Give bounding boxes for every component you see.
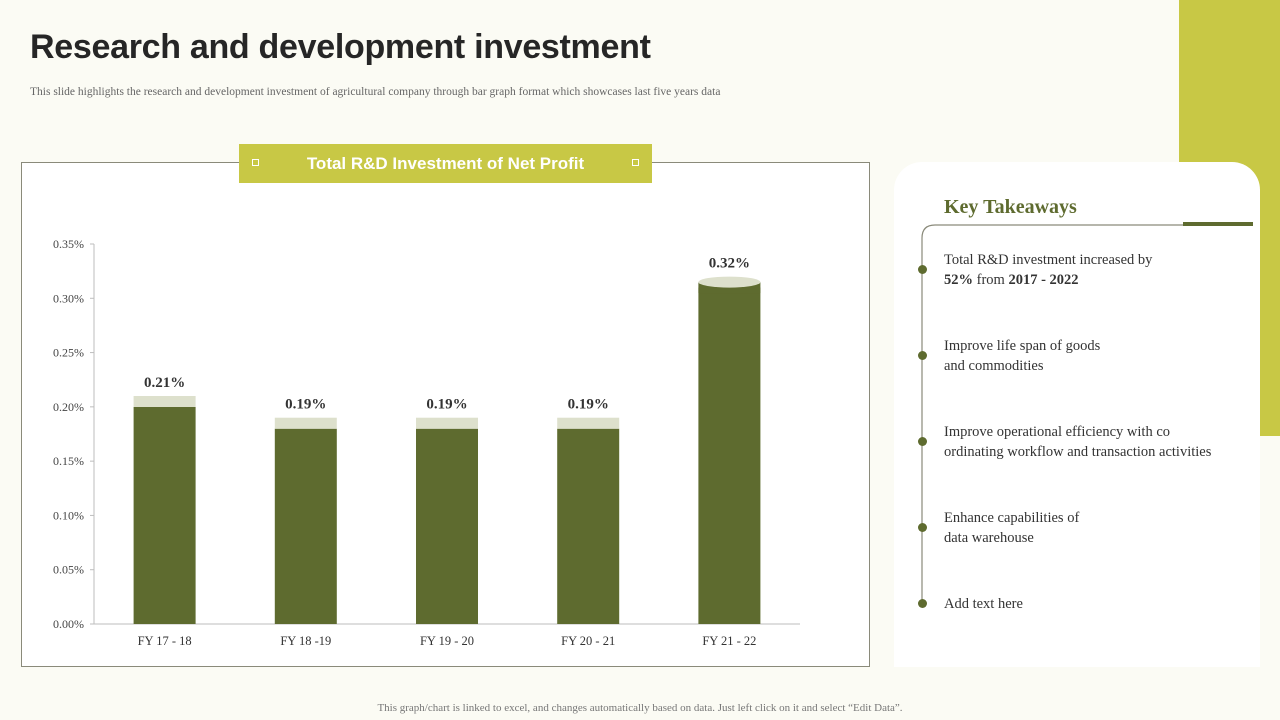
page-subtitle: This slide highlights the research and d… [30,86,721,98]
takeaway-item: Enhance capabilities of data warehouse [944,510,1080,546]
chart-header: Total R&D Investment of Net Profit [239,144,652,183]
data-label: 0.21% [144,375,185,391]
y-tick-label: 0.25% [53,346,84,360]
x-tick-label: FY 18 -19 [280,634,331,648]
header-square-icon [632,159,639,166]
takeaway-item: Improve operational efficiency with co o… [944,424,1212,460]
timeline-dot [918,523,927,532]
y-tick-label: 0.10% [53,508,84,522]
bar [557,428,620,624]
footer-note: This graph/chart is linked to excel, and… [377,702,903,714]
x-tick-label: FY 21 - 22 [702,634,756,648]
x-tick-label: FY 20 - 21 [561,634,615,648]
data-label: 0.19% [426,397,467,413]
bar-cap [557,417,620,429]
y-tick-label: 0.00% [53,617,84,631]
bar-cap [416,417,478,429]
timeline-dot [918,351,927,360]
chart-title: Total R&D Investment of Net Profit [306,153,585,173]
data-label: 0.19% [285,397,326,413]
key-takeaways-panel [894,162,1260,667]
bar [416,428,478,624]
y-tick-label: 0.35% [53,237,84,251]
y-tick-label: 0.30% [53,291,84,305]
key-takeaways-title: Key Takeaways [944,196,1077,218]
page-title: Research and development investment [30,28,651,66]
bar [133,407,196,624]
bar-cap [133,396,196,407]
data-label: 0.19% [568,397,609,413]
takeaway-item: Add text here [944,596,1023,612]
timeline-dot [918,437,927,446]
y-tick-label: 0.20% [53,400,84,414]
takeaway-years: 2017 - 2022 [1008,272,1079,288]
x-tick-label: FY 19 - 20 [420,634,474,648]
takeaway-percent: 52% [944,272,973,288]
key-takeaways-underline [1183,222,1253,226]
bar-cap [274,417,337,429]
y-tick-label: 0.05% [53,563,84,577]
header-square-icon [252,159,259,166]
takeaway-connector: from [973,272,1009,288]
takeaway-text: Total R&D investment increased by [944,252,1153,268]
bar-cap [698,276,761,288]
bar [274,428,337,624]
timeline-dot [918,265,927,274]
takeaway-item: Total R&D investment increased by 52% fro… [944,250,1244,290]
timeline-dot [918,599,927,608]
takeaway-item: Improve life span of goods and commoditi… [944,338,1101,374]
x-tick-label: FY 17 - 18 [138,634,192,648]
y-tick-label: 0.15% [53,454,84,468]
data-label: 0.32% [709,256,750,272]
bar [698,287,761,624]
